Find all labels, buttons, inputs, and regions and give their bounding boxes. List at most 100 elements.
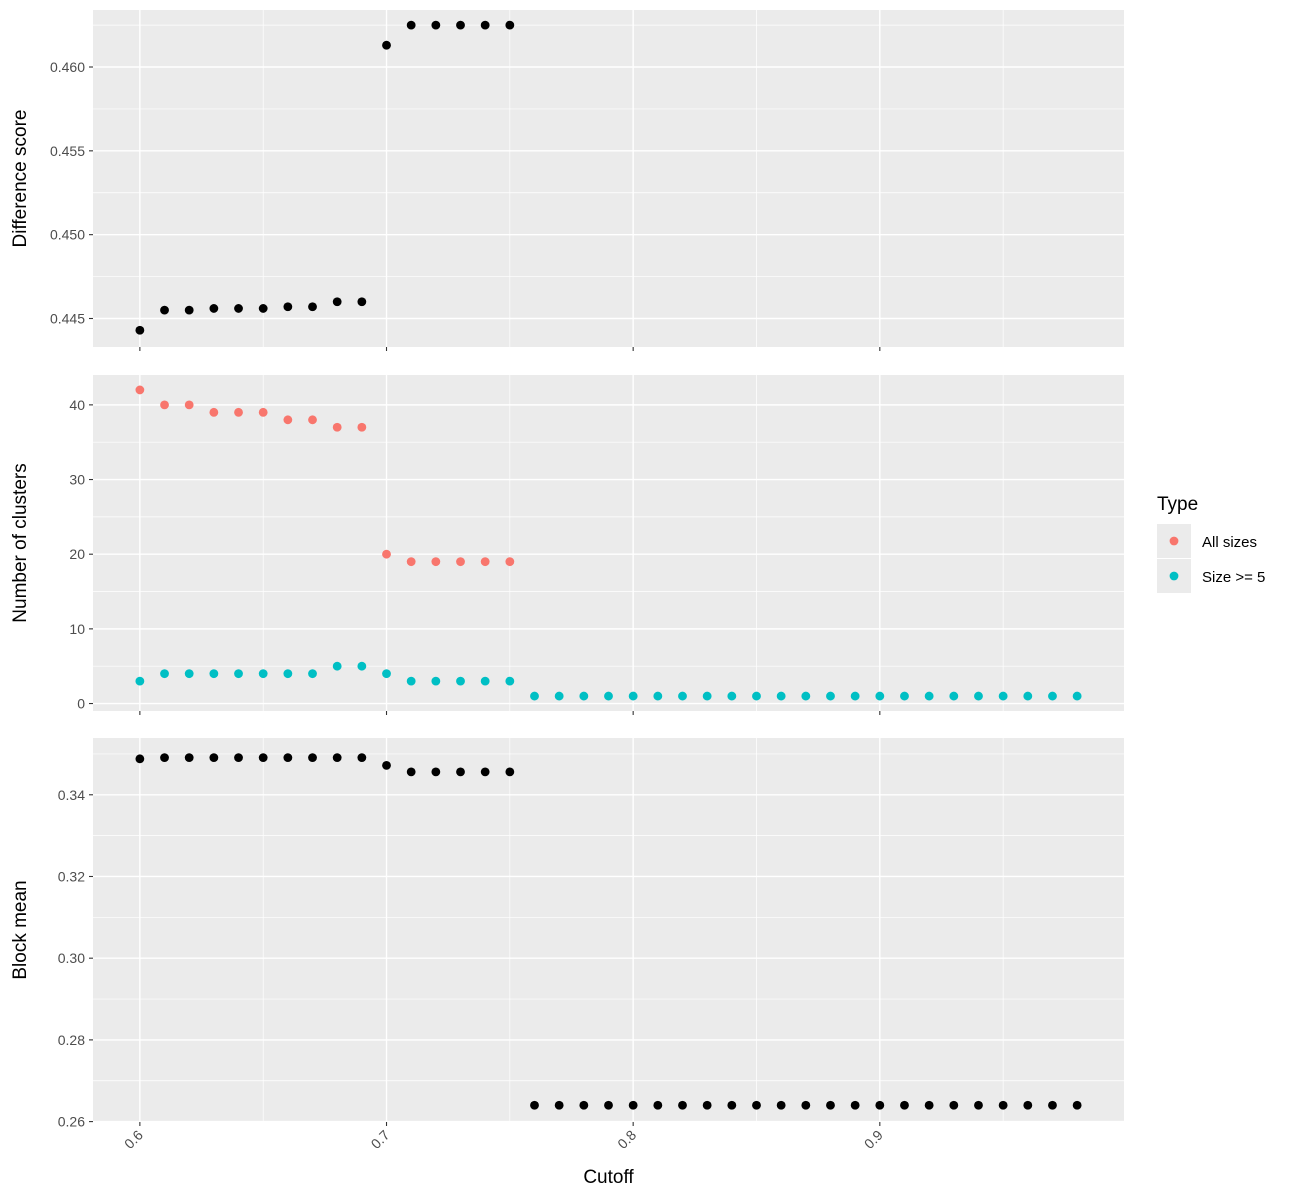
data-point (456, 767, 465, 777)
panel-background (93, 738, 1124, 1122)
data-point (431, 20, 441, 30)
data-point (1048, 691, 1057, 701)
data-point (406, 767, 416, 777)
data-point (1072, 1100, 1082, 1110)
data-point (283, 669, 293, 679)
data-point (924, 691, 934, 701)
data-point (974, 691, 983, 701)
data-point (628, 691, 638, 701)
data-point (752, 1100, 761, 1110)
data-point (505, 557, 515, 567)
data-point (653, 691, 663, 701)
data-point (480, 20, 490, 30)
legend-entry: Size >= 5 (1157, 559, 1265, 593)
legend-entry: All sizes (1157, 524, 1257, 558)
data-point (406, 20, 416, 30)
y-tick-label: 40 (69, 397, 85, 413)
data-point (776, 691, 786, 701)
y-tick-label: 10 (69, 621, 85, 637)
data-point (160, 753, 169, 763)
data-point (234, 407, 243, 417)
data-point (431, 767, 441, 777)
y-tick-label: 0.455 (50, 143, 85, 159)
x-tick-label: 0.9 (861, 1127, 886, 1152)
data-point (998, 691, 1008, 701)
y-axis-title: Block mean (10, 880, 31, 979)
y-axis-title: Difference score (10, 110, 31, 248)
data-point (826, 691, 835, 701)
data-point (653, 1100, 663, 1110)
data-point (974, 1100, 983, 1110)
data-point (234, 753, 243, 763)
data-point (678, 691, 687, 701)
data-point (1023, 1100, 1033, 1110)
y-tick-label: 20 (69, 546, 85, 562)
data-point (332, 297, 342, 307)
data-point (135, 754, 145, 764)
data-point (456, 676, 465, 686)
data-point (604, 1100, 613, 1110)
x-tick-label: 0.7 (368, 1127, 393, 1152)
data-point (357, 422, 367, 432)
data-point (875, 691, 885, 701)
data-point (234, 669, 243, 679)
series-1 (135, 753, 1082, 1110)
data-point (332, 661, 342, 671)
data-point (530, 691, 539, 701)
y-tick-label: 0.460 (50, 59, 85, 75)
data-point (357, 297, 367, 307)
data-point (382, 40, 391, 50)
data-point (184, 305, 194, 315)
data-point (875, 1100, 885, 1110)
y-tick-label: 0.450 (50, 227, 85, 243)
y-tick-label: 0.34 (58, 787, 85, 803)
data-point (900, 1100, 909, 1110)
y-tick-label: 30 (69, 472, 85, 488)
data-point (678, 1100, 687, 1110)
data-point (456, 557, 465, 567)
x-tick-label: 0.8 (614, 1127, 639, 1152)
y-tick-label: 0.28 (58, 1032, 85, 1048)
y-tick-label: 0.445 (50, 310, 85, 326)
data-point (702, 1100, 712, 1110)
data-point (554, 691, 564, 701)
data-point (357, 661, 367, 671)
data-point (308, 669, 317, 679)
data-point (382, 549, 391, 559)
data-point (456, 20, 465, 30)
panel-background (93, 375, 1124, 711)
x-tick-label: 0.6 (121, 1127, 146, 1152)
data-point (308, 415, 317, 425)
data-point (406, 557, 416, 567)
data-point (1023, 691, 1033, 701)
y-tick-label: 0 (77, 696, 85, 712)
data-point (209, 753, 219, 763)
data-point (727, 1100, 737, 1110)
data-point (332, 753, 342, 763)
data-point (209, 304, 219, 313)
legend-key-point (1169, 571, 1179, 581)
y-axis-title: Number of clusters (10, 463, 31, 622)
data-point (406, 676, 416, 686)
data-point (209, 669, 219, 679)
data-point (1048, 1100, 1057, 1110)
data-point (850, 691, 860, 701)
data-point (949, 691, 959, 701)
x-axis-title: Cutoff (583, 1167, 634, 1188)
data-point (283, 415, 293, 425)
data-point (505, 767, 515, 777)
data-point (135, 676, 145, 686)
legend-label: Size >= 5 (1202, 569, 1265, 586)
data-point (801, 691, 811, 701)
data-point (900, 691, 909, 701)
data-point (357, 753, 367, 763)
legend: Type All sizes Size >= 5 (1157, 494, 1265, 593)
data-point (258, 407, 268, 417)
data-point (505, 20, 515, 30)
data-point (776, 1100, 786, 1110)
data-point (382, 669, 391, 679)
data-point (505, 676, 515, 686)
data-point (924, 1100, 934, 1110)
data-point (135, 325, 145, 335)
